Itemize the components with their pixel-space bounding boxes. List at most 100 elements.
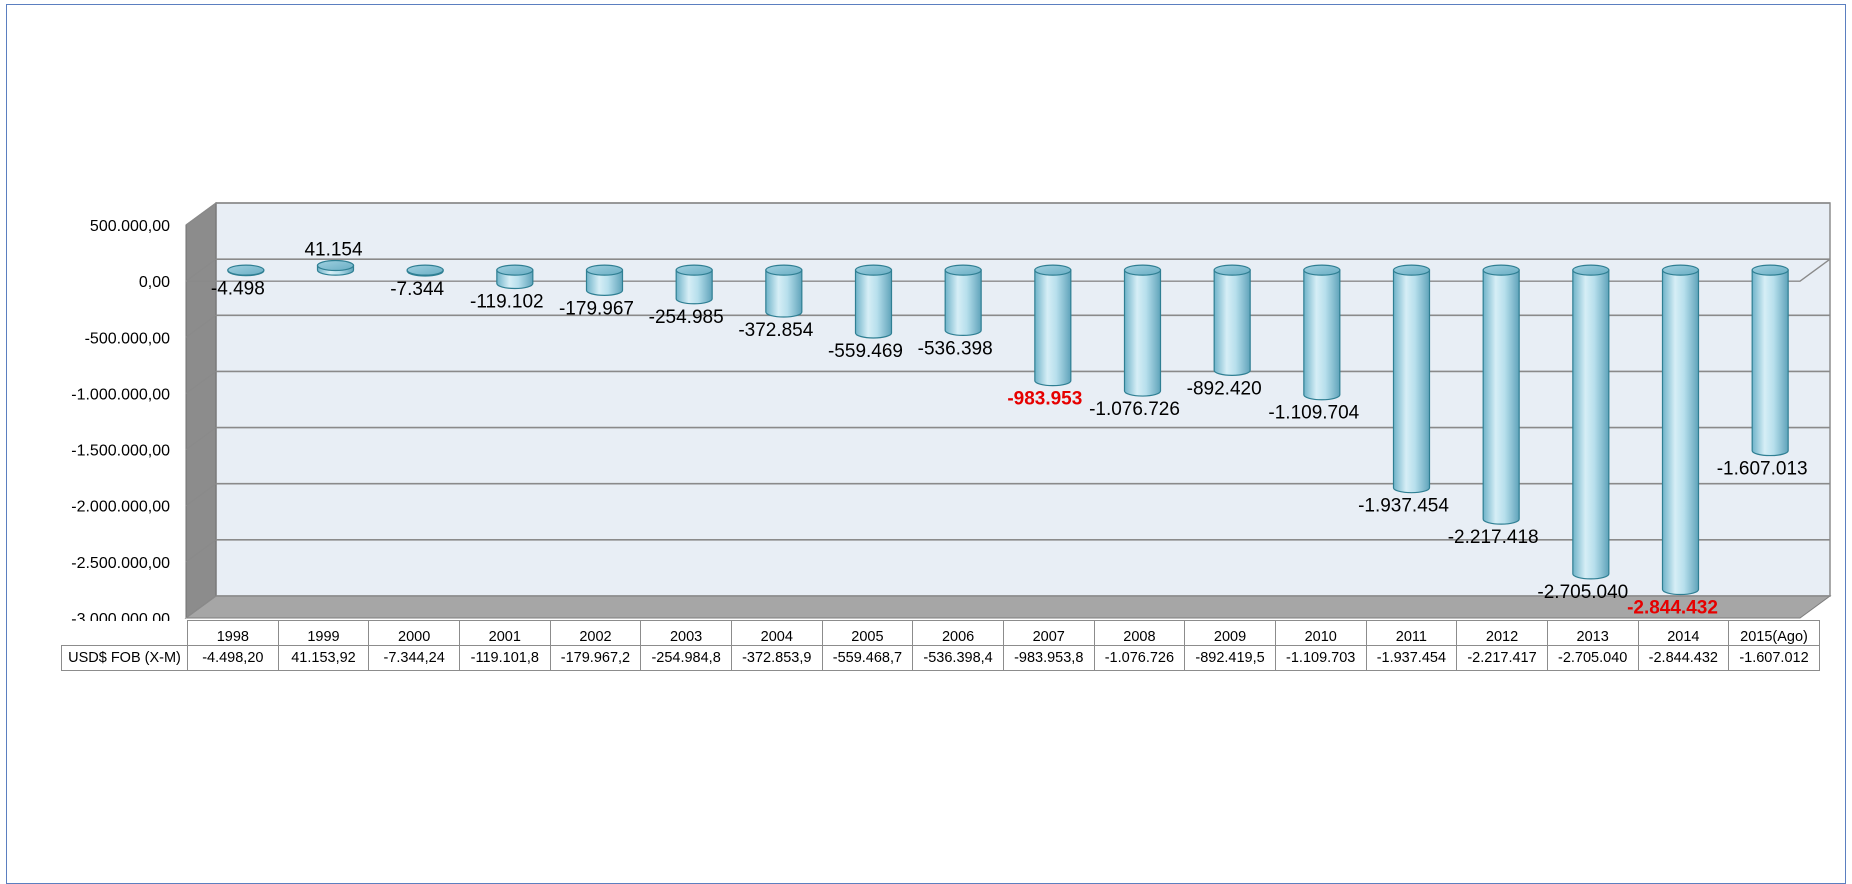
bar-cap [585, 264, 624, 276]
table-cell: -179.967,2 [549, 645, 642, 671]
category-label: 2007 [1002, 620, 1095, 646]
bar-cap [227, 264, 265, 276]
bar-cap [944, 264, 982, 276]
bar-1998 [227, 264, 265, 277]
gridline-side [185, 595, 217, 619]
bar-cap [765, 264, 803, 276]
y-tick-label: -2.500.000,00 [71, 555, 170, 572]
bar-cap [1303, 264, 1341, 276]
bar-cap [1034, 264, 1072, 276]
category-label: 2009 [1184, 620, 1276, 646]
bar-cap [1572, 264, 1610, 276]
data-label: -254.985 [649, 307, 724, 328]
category-label: 1998 [187, 620, 279, 646]
table-cell: -1.937.454 [1365, 645, 1458, 671]
category-label: 2003 [640, 620, 732, 646]
data-label: 41.154 [304, 240, 363, 261]
gridlines [185, 202, 1831, 619]
bar-cap [1392, 264, 1431, 276]
data-table: 1998 1999 2000 2001 2002 2003 2004 2005 2006 2007… [61, 620, 1820, 671]
gridline-side [185, 202, 217, 226]
bar-2004 [765, 264, 803, 318]
y-tick-label: -500.000,00 [85, 330, 171, 347]
gridline-side [185, 427, 217, 451]
bar-2012 [1482, 264, 1520, 525]
bar-body [1303, 269, 1341, 401]
bar-2009 [1213, 264, 1251, 376]
side-wall [185, 202, 217, 619]
y-tick-label: 0,00 [139, 274, 170, 291]
bar-body [1661, 269, 1700, 596]
data-label: -1.607.013 [1717, 459, 1808, 480]
y-tick-label: -1.500.000,00 [71, 443, 170, 460]
data-label: -4.498 [211, 279, 265, 300]
y-tick-label: -2.000.000,00 [71, 499, 170, 516]
category-label: 2000 [368, 620, 460, 646]
bar-cap [496, 264, 534, 276]
table-cell: -536.398,4 [912, 645, 1004, 671]
table-cell: 41.153,92 [277, 645, 370, 671]
gridline-side [185, 258, 217, 282]
bar-cap [675, 264, 713, 276]
table-row: USD$ FOB (X-M) -4.498,20 41.153,92 -7.344,… [61, 645, 1820, 671]
bar-2006 [944, 264, 982, 336]
table-row-label: USD$ FOB (X-M) [61, 645, 188, 671]
table-cell: -2.705.040 [1546, 645, 1639, 671]
category-label: 2005 [821, 620, 914, 646]
category-label: 2008 [1093, 620, 1186, 646]
data-label: -1.109.704 [1268, 403, 1359, 424]
table-cell: -7.344,24 [368, 645, 460, 671]
bar-body [1572, 269, 1610, 580]
data-labels: -4.498 41.154 -7.344 -119.102 -179.967 -254.9… [211, 240, 1808, 619]
bar-body [854, 269, 893, 339]
bars [227, 259, 1789, 596]
category-label: 2014 [1637, 620, 1730, 646]
chart-plot: 500.000,00 0,00 -500.000,00 -1.000.000,00 -1… [71, 202, 1832, 628]
zero-plane-edge [186, 258, 1831, 282]
data-label: -983.953 [1007, 389, 1082, 410]
data-label: -2.844.432 [1627, 598, 1718, 619]
data-label: -2.217.418 [1448, 527, 1539, 548]
category-label: 2015(Ago) [1728, 620, 1820, 646]
table-cell: -2.217.417 [1456, 645, 1548, 671]
data-label: -536.398 [918, 338, 993, 359]
bar-2002 [585, 264, 624, 296]
data-label: -179.967 [559, 298, 634, 319]
y-axis: 500.000,00 0,00 -500.000,00 -1.000.000,00 -1… [71, 218, 170, 628]
bar-body [1482, 269, 1520, 525]
category-label: 2010 [1274, 620, 1367, 646]
bar-2008 [1123, 264, 1162, 397]
y-tick-label: -1.000.000,00 [71, 386, 170, 403]
gridline-side [185, 314, 217, 338]
category-label: 2001 [458, 620, 551, 646]
category-label: 2002 [549, 620, 642, 646]
gridline-side [185, 370, 217, 394]
bar-2001 [496, 264, 534, 290]
bar-cap [1661, 264, 1700, 276]
bar-body [1123, 269, 1162, 397]
data-label: -2.705.040 [1537, 582, 1628, 603]
category-label: 2004 [730, 620, 823, 646]
bar-cap [1213, 264, 1251, 276]
table-cell: -372.853,9 [730, 645, 823, 671]
table-header-row: 1998 1999 2000 2001 2002 2003 2004 2005 2006 2007… [61, 620, 1820, 646]
category-label: 2012 [1456, 620, 1548, 646]
table-cell: -254.984,8 [640, 645, 732, 671]
data-label: -559.469 [828, 341, 903, 362]
bar-2015(Ago) [1751, 264, 1789, 457]
bar-1999 [316, 259, 355, 276]
bar-2003 [675, 264, 713, 305]
bar-2011 [1392, 264, 1431, 494]
table-cell: -1.109.703 [1274, 645, 1367, 671]
bar-body [765, 269, 803, 318]
bar-body [944, 269, 982, 336]
bar-2000 [406, 264, 444, 277]
data-label: -372.854 [738, 320, 813, 341]
data-label: -119.102 [470, 292, 544, 313]
gridline-side [185, 539, 217, 563]
table-cell: -983.953,8 [1002, 645, 1095, 671]
table-cell: -119.101,8 [458, 645, 551, 671]
data-label: -892.420 [1187, 378, 1262, 399]
bar-body [585, 269, 624, 296]
bar-2005 [854, 264, 893, 339]
